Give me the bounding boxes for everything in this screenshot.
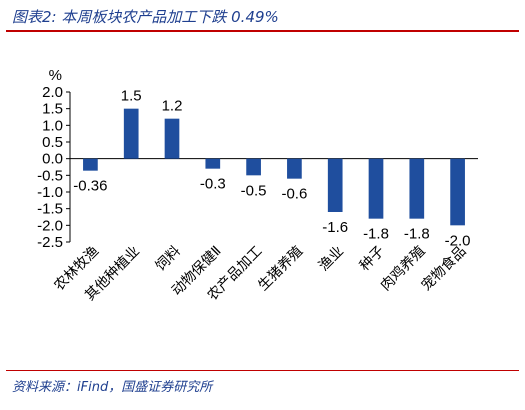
bar-value-label: -2.0 [445, 232, 471, 249]
bar [123, 108, 139, 159]
y-tick-label: 0.0 [42, 151, 63, 168]
y-tick-label: -1.0 [37, 184, 63, 201]
y-tick-label: -1.5 [37, 201, 63, 218]
value-labels: -0.36 1.5 1.2 -0.3 -0.5 -0.6 -1.6 -1.8 -1.8 -2.0 [73, 88, 470, 250]
bar [287, 158, 302, 179]
bar [205, 158, 221, 169]
bar [164, 118, 180, 159]
y-tick-label: 2.0 [42, 84, 63, 101]
y-tick-label: -0.5 [37, 167, 63, 184]
bar-value-label: -1.8 [404, 226, 430, 243]
bar-value-label: -0.36 [73, 178, 107, 195]
category-label: 生猪养殖 [255, 242, 307, 294]
bar [368, 158, 384, 219]
bar-value-label: 1.2 [162, 98, 183, 115]
bar-value-label: -1.6 [322, 219, 348, 236]
source-rule [6, 370, 519, 371]
y-tick-label: -2.5 [37, 234, 63, 251]
category-label: 种子 [357, 243, 388, 274]
bar-value-label: -1.8 [363, 226, 389, 243]
chart-title: 图表2: 本周板块农产品加工下跌 0.49% [12, 8, 279, 26]
category-label: 渔业 [316, 243, 347, 274]
bars [83, 108, 465, 226]
source-note: 资料来源：iFind，国盛证券研究所 [12, 380, 213, 395]
y-tick-label: -2.0 [37, 217, 63, 234]
bar [246, 158, 261, 176]
bar [450, 158, 465, 226]
bar-value-label: -0.5 [241, 182, 267, 199]
bar-value-label: -0.3 [200, 176, 226, 193]
bar [327, 158, 343, 212]
y-tick-label: 0.5 [42, 134, 63, 151]
category-label: 饲料 [153, 243, 184, 274]
y-ticks: 2.01.51.00.50.0-0.5-1.0-1.5-2.0-2.5 [37, 84, 70, 251]
y-tick-label: 1.5 [42, 101, 63, 118]
title-rule [6, 30, 519, 32]
bar [83, 158, 98, 171]
bar-value-label: 1.5 [121, 88, 142, 105]
bar-chart: % 2.01.51.00.50.0-0.5-1.0-1.5-2.0-2.5 -0… [37, 67, 478, 304]
y-tick-label: 1.0 [42, 117, 63, 134]
y-axis-unit-label: % [49, 67, 62, 84]
bar-value-label: -0.6 [281, 186, 307, 203]
bar [409, 158, 425, 219]
category-label: 宠物食品 [418, 242, 470, 294]
